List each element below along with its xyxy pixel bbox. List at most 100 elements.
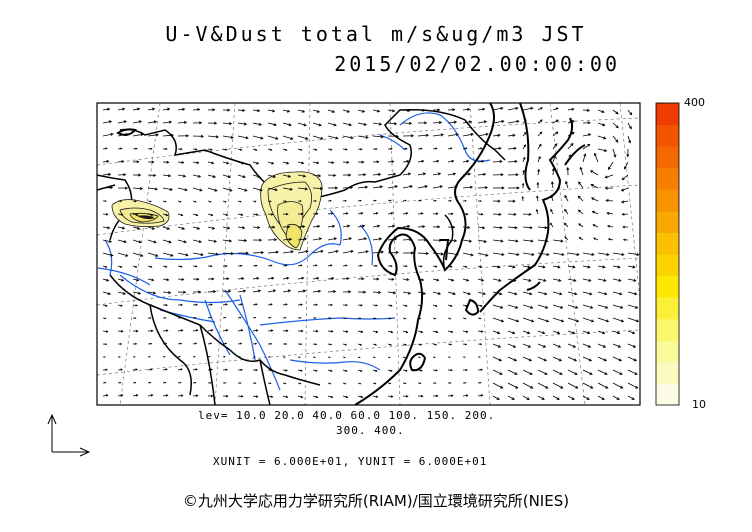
wind-arrow-head — [345, 303, 348, 307]
wind-arrow-shaft — [592, 224, 599, 228]
contour-levels-line2: 300. 400. — [336, 424, 405, 437]
wind-arrow-head — [344, 199, 347, 202]
wind-arrow-shaft — [591, 197, 599, 202]
wind-arrow-shaft — [582, 395, 590, 400]
wind-arrow-shaft — [102, 160, 109, 163]
wind-arrow-head — [255, 395, 259, 398]
wind-arrow-head — [269, 200, 272, 203]
wind-arrow-head — [316, 161, 320, 165]
wind-arrow-head — [194, 381, 197, 384]
wind-arrow-head — [575, 385, 579, 389]
wind-arrow-head — [136, 107, 141, 111]
wind-arrow-head — [374, 356, 376, 359]
wind-arrow-head — [225, 148, 228, 151]
wind-arrow-head — [272, 174, 277, 178]
wind-arrow-head — [151, 160, 155, 164]
wind-arrow-head — [390, 147, 393, 150]
wind-arrow-head — [330, 303, 333, 307]
wind-arrow-head — [290, 250, 294, 254]
wind-arrow-shaft — [387, 122, 397, 125]
wind-arrow-head — [635, 319, 640, 323]
wind-arrow-head — [119, 200, 122, 203]
wind-arrow-head — [105, 304, 108, 307]
wind-arrow-shaft — [567, 278, 576, 282]
wind-arrow-shaft — [417, 185, 428, 189]
wind-arrow-head — [481, 278, 485, 282]
wind-arrow-head — [634, 292, 638, 296]
wind-arrow-head — [497, 344, 502, 348]
wind-arrow-shaft — [162, 134, 174, 137]
wind-arrow-head — [408, 121, 413, 125]
wind-arrow-head — [564, 236, 567, 239]
wind-arrow-shaft — [372, 251, 384, 254]
wind-arrow-head — [182, 174, 187, 178]
wind-arrow-head — [602, 123, 606, 127]
wind-arrow-head — [633, 358, 637, 362]
wind-arrow-head — [555, 131, 559, 135]
wind-arrow-head — [603, 278, 607, 282]
wind-arrow-head — [332, 224, 336, 228]
wind-arrow-head — [179, 381, 182, 384]
wind-arrow-head — [150, 394, 154, 397]
wind-arrow-head — [180, 394, 184, 397]
wind-arrow-head — [106, 159, 110, 163]
wind-arrow-shaft — [327, 290, 336, 293]
wind-arrow-head — [392, 291, 397, 295]
wind-arrow-head — [165, 213, 169, 217]
wind-arrow-shaft — [207, 135, 219, 138]
wind-arrow-shaft — [522, 107, 533, 111]
wind-arrow-shaft — [102, 133, 114, 137]
wind-arrow-head — [243, 238, 248, 243]
wind-arrow-head — [210, 368, 213, 371]
wind-arrow-shaft — [597, 382, 608, 389]
wind-arrow-head — [405, 212, 409, 215]
wind-arrow-shaft — [550, 209, 554, 215]
wind-arrow-shaft — [552, 382, 563, 389]
wind-arrow-head — [119, 381, 122, 384]
wind-arrow-head — [479, 356, 481, 358]
wind-arrow-head — [269, 356, 271, 358]
wind-arrow-head — [589, 292, 593, 296]
wind-arrow-shaft — [222, 174, 231, 178]
wind-arrow-head — [545, 305, 549, 309]
wind-arrow-shaft — [564, 195, 569, 202]
wind-arrow-head — [199, 188, 203, 192]
wind-arrow-head — [605, 305, 609, 309]
wind-arrow-head — [480, 147, 483, 150]
wind-arrow-shaft — [552, 239, 563, 242]
wind-arrow-shaft — [117, 226, 125, 229]
wind-arrow-shaft — [492, 120, 504, 124]
wind-arrow-head — [468, 120, 473, 124]
wind-arrow-head — [212, 108, 216, 112]
wind-arrow-head — [470, 132, 474, 136]
wind-arrow-head — [420, 304, 423, 307]
wind-arrow-shaft — [492, 134, 500, 137]
wind-arrow-head — [560, 239, 564, 243]
wind-arrow-head — [464, 356, 466, 358]
wind-arrow-shaft — [207, 174, 216, 178]
wind-arrow-head — [635, 305, 639, 309]
wind-arrow-shaft — [537, 356, 547, 362]
wind-arrow-shaft — [237, 277, 244, 280]
wind-arrow-head — [363, 237, 368, 241]
wind-arrow-shaft — [578, 181, 584, 189]
wind-arrow-head — [330, 148, 333, 151]
wind-arrow-shaft — [237, 174, 246, 178]
wind-arrow-head — [453, 120, 458, 124]
wind-arrow-head — [284, 316, 287, 319]
wind-arrow-head — [153, 173, 157, 177]
wind-arrow-head — [138, 240, 142, 244]
wind-arrow-head — [470, 253, 474, 257]
wind-arrow-shaft — [417, 134, 429, 137]
wind-arrow-head — [497, 199, 501, 203]
wind-arrow-shaft — [372, 135, 384, 138]
wind-arrow-shaft — [357, 109, 365, 113]
wind-arrow-shaft — [312, 238, 322, 241]
vector-units: XUNIT = 6.000E+01, YUNIT = 6.000E+01 — [213, 455, 488, 468]
wind-arrow-head — [572, 331, 576, 335]
wind-arrow-head — [334, 186, 339, 190]
wind-arrow-shaft — [282, 187, 293, 191]
wind-arrow-head — [375, 395, 379, 398]
wind-arrow-shaft — [357, 225, 365, 228]
